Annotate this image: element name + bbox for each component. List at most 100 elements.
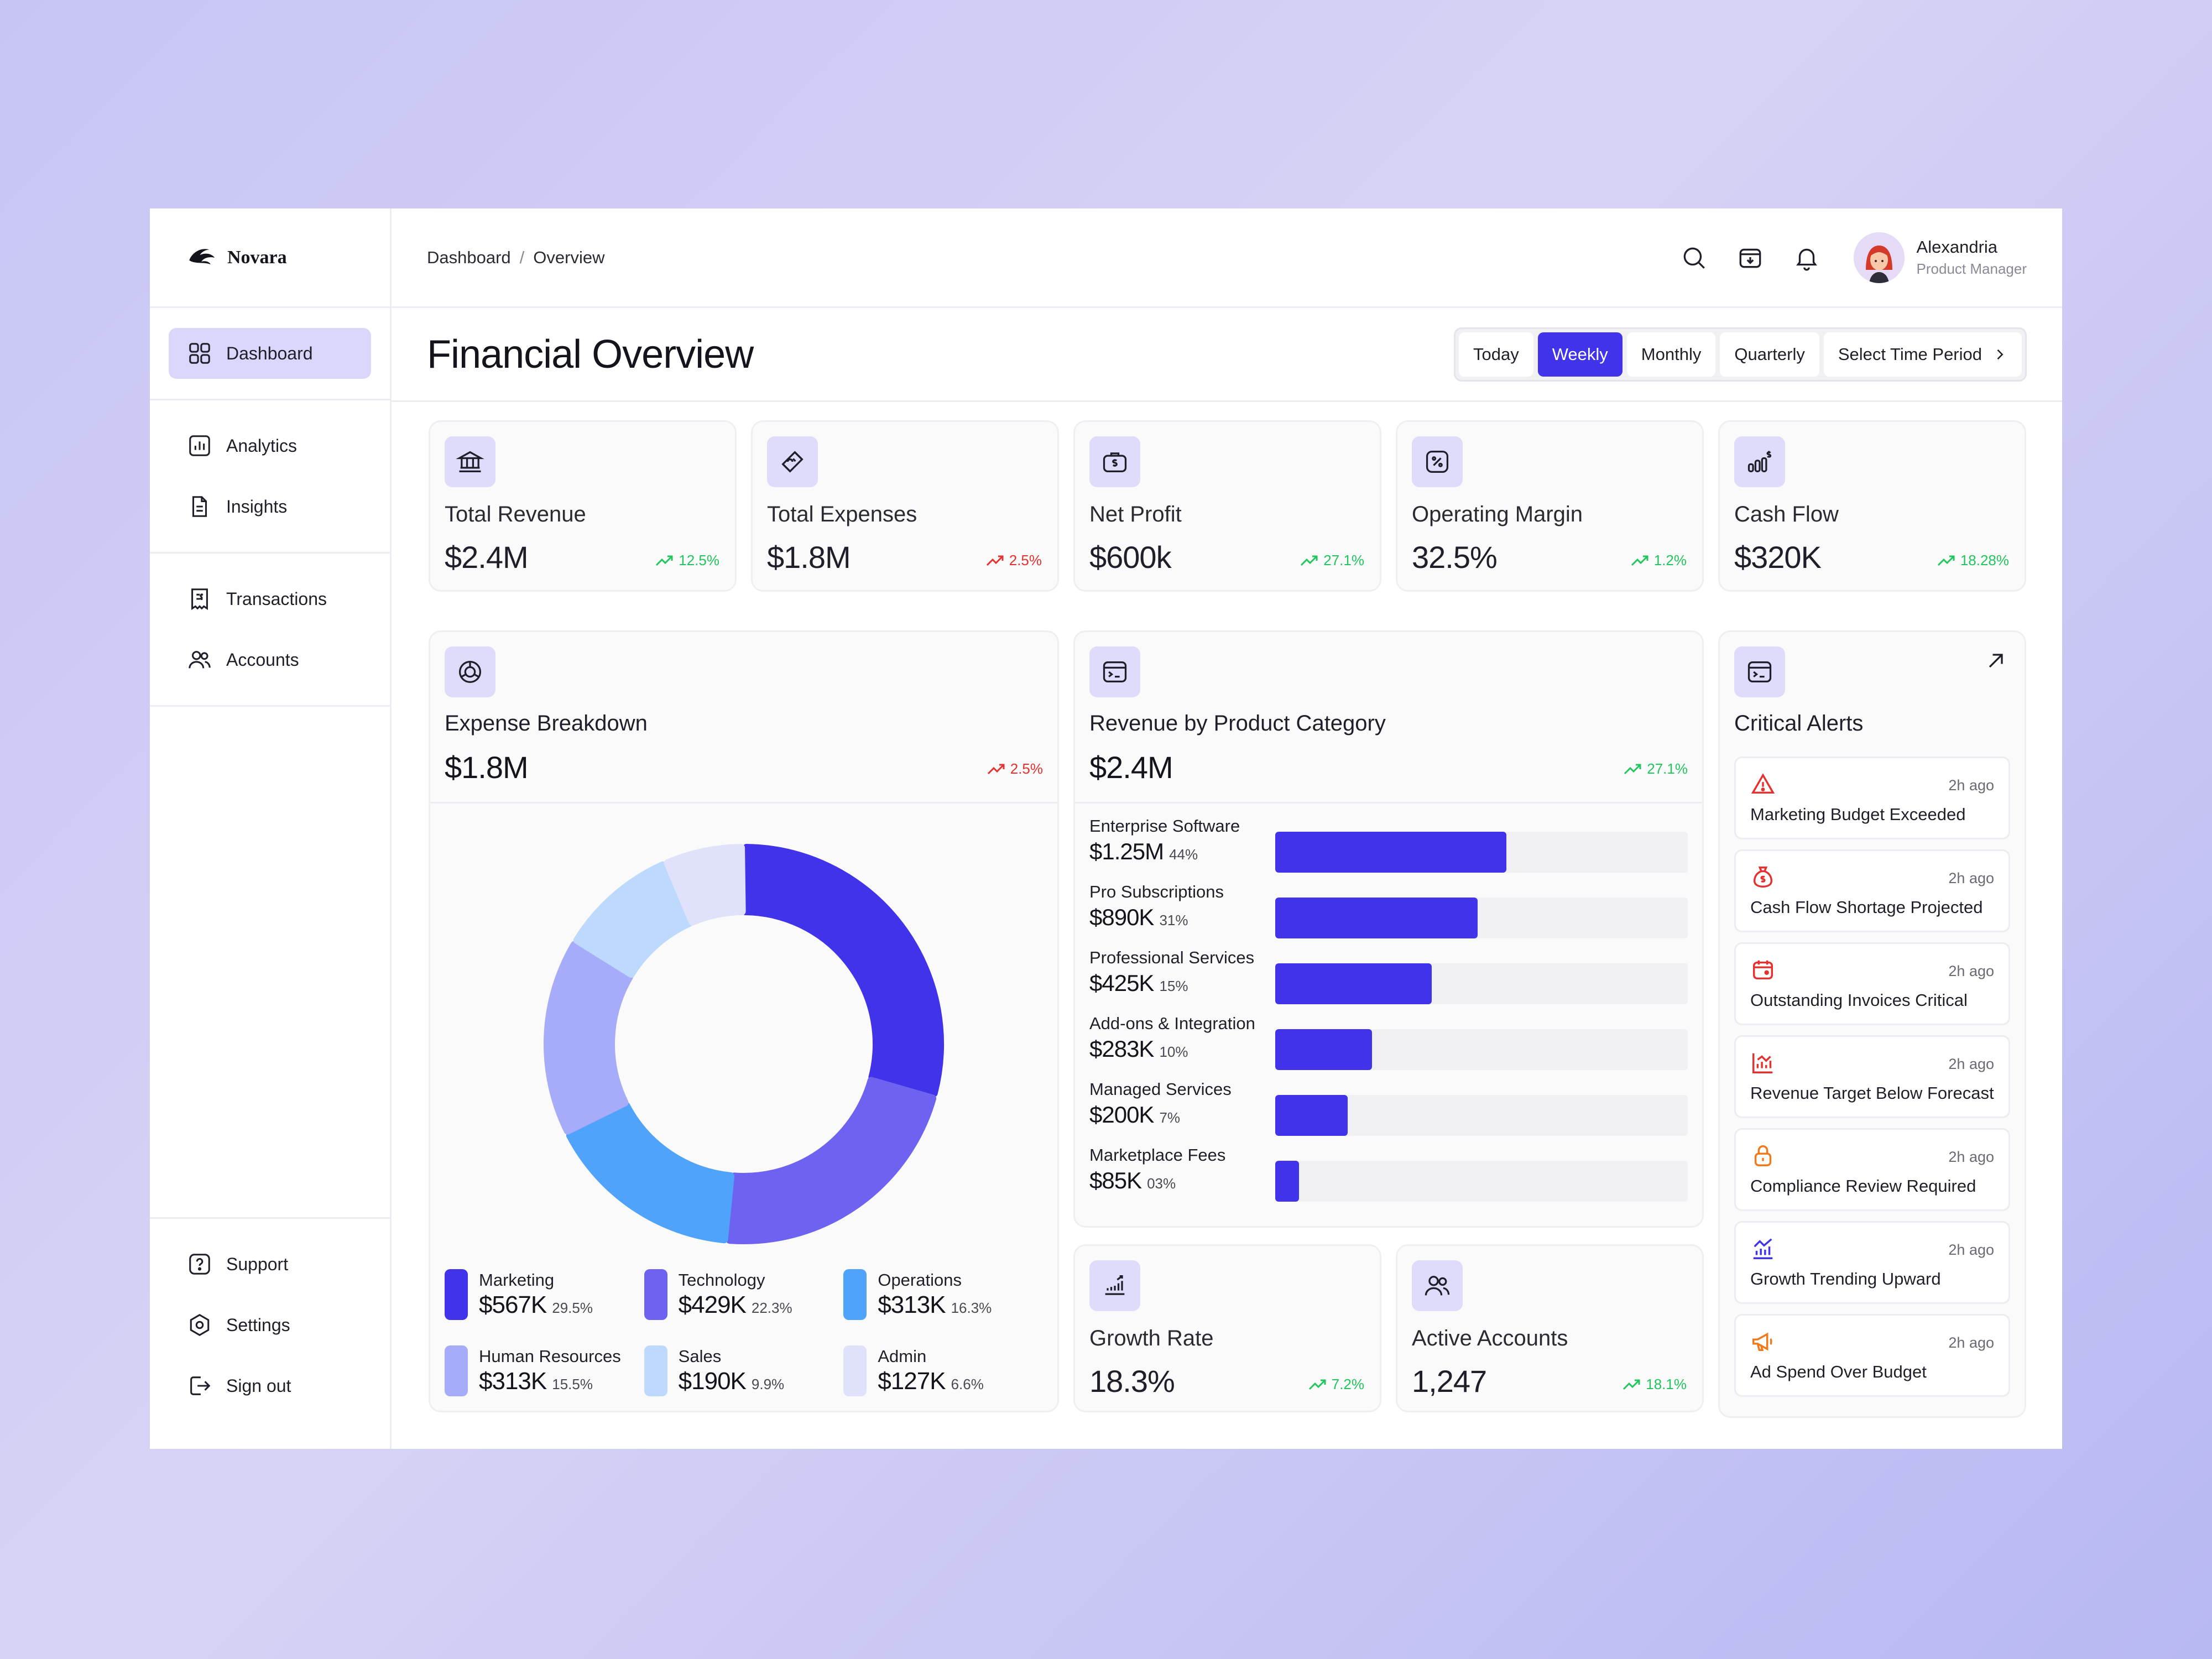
legend-pct: 6.6% <box>951 1376 984 1392</box>
bar-fill <box>1275 963 1432 1004</box>
select-time-period-button[interactable]: Select Time Period <box>1823 332 2022 377</box>
user-role: Product Manager <box>1916 260 2027 277</box>
trend-up-icon <box>986 555 1004 566</box>
alert-item[interactable]: 2h ago Revenue Target Below Forecast <box>1734 1035 2010 1118</box>
download-button[interactable] <box>1735 243 1765 273</box>
sidebar-item-settings[interactable]: Settings <box>169 1300 371 1350</box>
sidebar-item-sign-out[interactable]: Sign out <box>169 1360 371 1411</box>
alert-item[interactable]: 2h ago Growth Trending Upward <box>1734 1221 2010 1304</box>
kpi-trend: 7.2% <box>1308 1376 1364 1393</box>
expand-arrow-icon[interactable] <box>1984 649 2008 673</box>
kpi-label: Total Revenue <box>445 502 586 526</box>
kpi-card-net-profit[interactable]: Net Profit $600k 27.1% <box>1073 420 1381 592</box>
bar-track <box>1275 963 1688 1004</box>
bar-fill <box>1275 898 1478 938</box>
growth-rate-card[interactable]: Growth Rate 18.3% 7.2% <box>1073 1244 1381 1412</box>
trend-up-icon <box>1308 1379 1326 1390</box>
sidebar-item-label: Analytics <box>226 435 298 456</box>
kpi-value: $2.4M <box>445 540 529 575</box>
breadcrumb-root[interactable]: Dashboard <box>427 247 511 267</box>
revenue-row-managed-services: Managed Services $200K 7% <box>1089 1079 1688 1136</box>
legend-swatch <box>644 1345 667 1396</box>
alert-title: Outstanding Invoices Critical <box>1750 990 1968 1010</box>
notifications-button[interactable] <box>1792 243 1822 273</box>
bar-value: $85K <box>1089 1167 1142 1193</box>
donut-slice-human-resources[interactable] <box>544 941 633 1135</box>
sidebar-item-dashboard[interactable]: Dashboard <box>169 328 371 379</box>
percent-icon <box>1412 436 1463 487</box>
alert-item[interactable]: 2h ago Cash Flow Shortage Projected <box>1734 849 2010 932</box>
period-quarterly-button[interactable]: Quarterly <box>1720 332 1819 377</box>
user-menu[interactable]: Alexandria Product Manager <box>1853 232 2027 283</box>
alert-item[interactable]: 2h ago Ad Spend Over Budget <box>1734 1314 2010 1397</box>
sidebar-item-support[interactable]: Support <box>169 1239 371 1290</box>
period-weekly-button[interactable]: Weekly <box>1537 332 1623 377</box>
money-bag-icon <box>1750 864 1776 890</box>
alert-time: 2h ago <box>1948 1149 1994 1165</box>
legend-pct: 9.9% <box>751 1376 785 1392</box>
sidebar-item-analytics[interactable]: Analytics <box>169 420 371 471</box>
logo-icon <box>189 248 215 264</box>
revenue-row-pro-subscriptions: Pro Subscriptions $890K 31% <box>1089 882 1688 938</box>
help-icon <box>186 1251 213 1277</box>
bank-icon <box>445 436 495 487</box>
kpi-change: 1.2% <box>1653 552 1687 568</box>
expense-donut-chart <box>544 844 944 1244</box>
bar-value: $1.25M <box>1089 838 1164 864</box>
sidebar-item-label: Transactions <box>226 588 327 609</box>
kpi-change: 18.1% <box>1646 1376 1687 1392</box>
kpi-card-operating-margin[interactable]: Operating Margin 32.5% 1.2% <box>1396 420 1704 592</box>
sidebar-item-transactions[interactable]: Transactions <box>169 573 371 624</box>
bar-value: $283K <box>1089 1036 1154 1062</box>
card-divider <box>1075 802 1702 804</box>
period-today-button[interactable]: Today <box>1458 332 1533 377</box>
legend-item-sales: Sales $190K 9.9% <box>644 1345 844 1396</box>
search-button[interactable] <box>1679 243 1709 273</box>
kpi-label: Active Accounts <box>1412 1326 1568 1350</box>
bar-pct: 10% <box>1159 1044 1188 1060</box>
grid-icon <box>186 340 213 367</box>
kpi-card-total-expenses[interactable]: Total Expenses $1.8M 2.5% <box>751 420 1059 592</box>
kpi-card-total-revenue[interactable]: Total Revenue $2.4M 12.5% <box>429 420 737 592</box>
bar-label: Managed Services <box>1089 1079 1232 1099</box>
kpi-value: $320K <box>1734 540 1822 575</box>
brand[interactable]: Novara <box>150 208 390 308</box>
bar-label: Marketplace Fees <box>1089 1145 1226 1165</box>
alert-item[interactable]: 2h ago Marketing Budget Exceeded <box>1734 757 2010 839</box>
page-title: Financial Overview <box>427 332 754 377</box>
donut-slice-admin[interactable] <box>664 844 746 926</box>
kpi-trend: 12.5% <box>655 552 719 569</box>
revenue-row-enterprise-software: Enterprise Software $1.25M 44% <box>1089 816 1688 873</box>
legend-value: $313K <box>878 1291 946 1318</box>
kpi-label: Total Expenses <box>767 502 917 526</box>
legend-name: Marketing <box>479 1270 555 1290</box>
alert-item[interactable]: 2h ago Outstanding Invoices Critical <box>1734 942 2010 1025</box>
document-icon <box>186 493 213 520</box>
donut-slice-marketing[interactable] <box>742 844 944 1097</box>
legend-name: Sales <box>678 1347 722 1366</box>
donut-slice-sales[interactable] <box>573 861 693 978</box>
app-window: Novara Dashboard Analytics Insights Tran… <box>150 208 2062 1449</box>
kpi-trend: 27.1% <box>1300 552 1364 569</box>
breadcrumb-separator: / <box>519 247 525 267</box>
legend-value: $190K <box>678 1368 747 1395</box>
bar-pct: 7% <box>1159 1109 1181 1126</box>
alert-item[interactable]: 2h ago Compliance Review Required <box>1734 1128 2010 1211</box>
alert-title: Marketing Budget Exceeded <box>1750 805 1966 824</box>
sign-out-icon <box>186 1373 213 1399</box>
legend-name: Human Resources <box>479 1347 621 1366</box>
sidebar-item-insights[interactable]: Insights <box>169 481 371 532</box>
sidebar-item-accounts[interactable]: Accounts <box>169 634 371 685</box>
select-time-period-label: Select Time Period <box>1838 344 1982 364</box>
user-name: Alexandria <box>1916 237 1998 257</box>
alert-time: 2h ago <box>1948 963 1994 979</box>
period-monthly-button[interactable]: Monthly <box>1626 332 1716 377</box>
kpi-label: Net Profit <box>1089 502 1182 526</box>
donut-slice-operations[interactable] <box>566 1102 735 1244</box>
donut-slice-technology[interactable] <box>726 1077 937 1244</box>
kpi-card-cash-flow[interactable]: Cash Flow $320K 18.28% <box>1718 420 2026 592</box>
active-accounts-card[interactable]: Active Accounts 1,247 18.1% <box>1396 1244 1704 1412</box>
target-icon <box>445 646 495 697</box>
topbar-actions: Alexandria Product Manager <box>1679 232 2027 283</box>
expense-total: $1.8M <box>445 750 529 785</box>
